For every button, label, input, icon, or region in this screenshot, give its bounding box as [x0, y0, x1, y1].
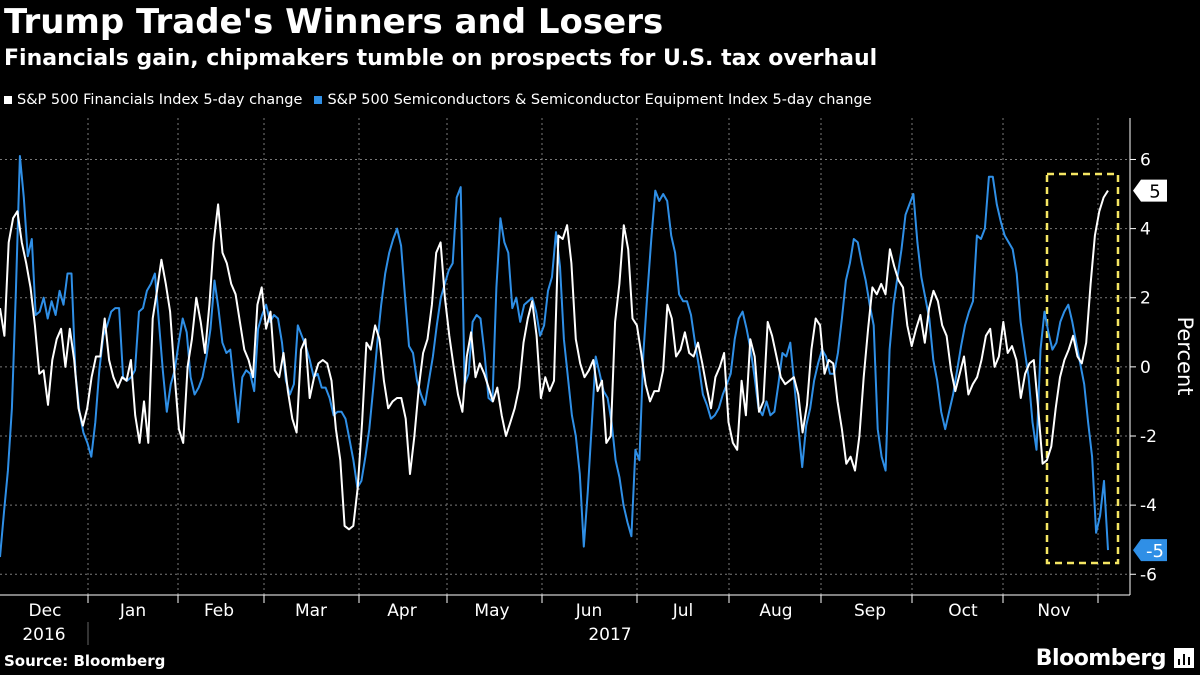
x-tick-label-jan: Jan — [119, 601, 146, 621]
x-year-label-2017: 2017 — [588, 625, 631, 645]
x-tick-label-jul: Jul — [672, 601, 694, 621]
y-tick-label-1: -4 — [1140, 496, 1157, 516]
y-tick-label-4: 2 — [1140, 289, 1151, 309]
x-tick-label-aug: Aug — [759, 601, 792, 621]
series-line-semiconductors — [0, 155, 1109, 558]
highlight-box — [1045, 172, 1120, 565]
x-tick-label-nov: Nov — [1037, 601, 1070, 621]
chart-title: Trump Trade's Winners and Losers — [4, 2, 664, 42]
x-tick-label-mar: Mar — [295, 601, 327, 621]
end-label-financials: 5 — [1149, 182, 1160, 203]
chart-subtitle: Financials gain, chipmakers tumble on pr… — [4, 46, 878, 71]
y-tick-label-3: 0 — [1140, 358, 1151, 378]
x-tick-label-oct: Oct — [948, 601, 978, 621]
y-tick-label-0: -6 — [1140, 565, 1157, 585]
legend-swatch-semiconductors — [314, 96, 323, 104]
x-tick-label-sep: Sep — [854, 601, 886, 621]
bloomberg-chart-icon — [1174, 648, 1194, 668]
brand-logo-text: Bloomberg — [1035, 646, 1167, 671]
x-year-label-2016: 2016 — [22, 625, 65, 645]
legend-label-semiconductors: S&P 500 Semiconductors & Semiconductor E… — [327, 92, 872, 108]
end-tag-financials — [1133, 179, 1167, 202]
legend-item-semiconductors: S&P 500 Semiconductors & Semiconductor E… — [314, 92, 872, 108]
end-label-semiconductors: -5 — [1146, 541, 1164, 562]
y-tick-label-5: 4 — [1140, 220, 1151, 240]
legend: S&P 500 Financials Index 5-day change S&… — [4, 92, 884, 108]
legend-item-financials: S&P 500 Financials Index 5-day change — [4, 92, 302, 108]
end-tag-semiconductors — [1133, 539, 1167, 562]
legend-swatch-financials — [4, 96, 12, 104]
x-tick-label-apr: Apr — [387, 601, 416, 621]
legend-label-financials: S&P 500 Financials Index 5-day change — [17, 92, 303, 108]
source-note: Source: Bloomberg — [4, 652, 166, 670]
x-tick-label-dec: Dec — [29, 601, 62, 621]
x-tick-label-may: May — [474, 601, 509, 621]
x-tick-label-feb: Feb — [204, 601, 234, 621]
y-tick-label-6: 6 — [1140, 150, 1151, 170]
y-axis-title: Percent — [1173, 316, 1197, 395]
x-tick-label-jun: Jun — [575, 601, 603, 621]
y-tick-label-2: -2 — [1140, 427, 1157, 447]
series-line-financials — [0, 190, 1109, 531]
